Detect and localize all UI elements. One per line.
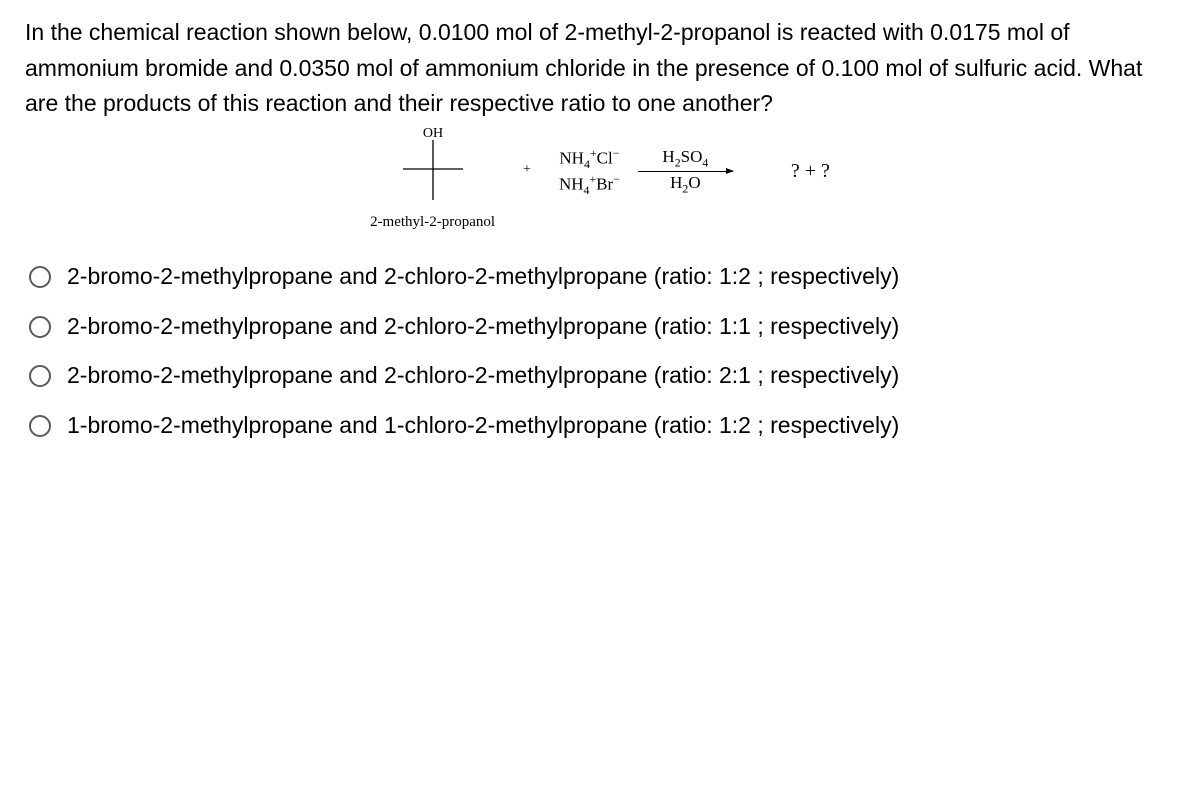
arrow-top-label: H2SO4 [662,148,708,169]
radio-icon[interactable] [29,365,51,387]
arrow-bottom-label: H2O [670,174,701,195]
option-text: 2-bromo-2-methylpropane and 2-chloro-2-m… [67,259,1175,295]
reaction-arrow: H2SO4 H2O [638,148,733,196]
tert-butanol-icon: OH [388,125,478,215]
reaction-scheme: OH 2-methyl-2-propanol + NH4+Cl− NH4+Br−… [25,125,1175,234]
reagent-ammonium-bromide: NH4+Br− [559,172,620,197]
option-row[interactable]: 2-bromo-2-methylpropane and 2-chloro-2-m… [29,259,1175,295]
question-text: In the chemical reaction shown below, 0.… [25,15,1175,122]
options-list: 2-bromo-2-methylpropane and 2-chloro-2-m… [29,259,1175,444]
plus-sign: + [523,159,531,181]
molecule-structure: OH 2-methyl-2-propanol [370,125,495,234]
radio-icon[interactable] [29,316,51,338]
radio-icon[interactable] [29,266,51,288]
molecule-caption: 2-methyl-2-propanol [370,211,495,234]
products-placeholder: ? + ? [791,156,830,187]
reagent-ammonium-chloride: NH4+Cl− [559,146,619,171]
option-row[interactable]: 2-bromo-2-methylpropane and 2-chloro-2-m… [29,358,1175,394]
option-text: 1-bromo-2-methylpropane and 1-chloro-2-m… [67,408,1175,444]
option-text: 2-bromo-2-methylpropane and 2-chloro-2-m… [67,309,1175,345]
oh-label: OH [422,126,442,141]
option-text: 2-bromo-2-methylpropane and 2-chloro-2-m… [67,358,1175,394]
arrow-line-icon [638,171,733,172]
option-row[interactable]: 2-bromo-2-methylpropane and 2-chloro-2-m… [29,309,1175,345]
option-row[interactable]: 1-bromo-2-methylpropane and 1-chloro-2-m… [29,408,1175,444]
reagent-stack: NH4+Cl− NH4+Br− [559,146,620,197]
radio-icon[interactable] [29,415,51,437]
